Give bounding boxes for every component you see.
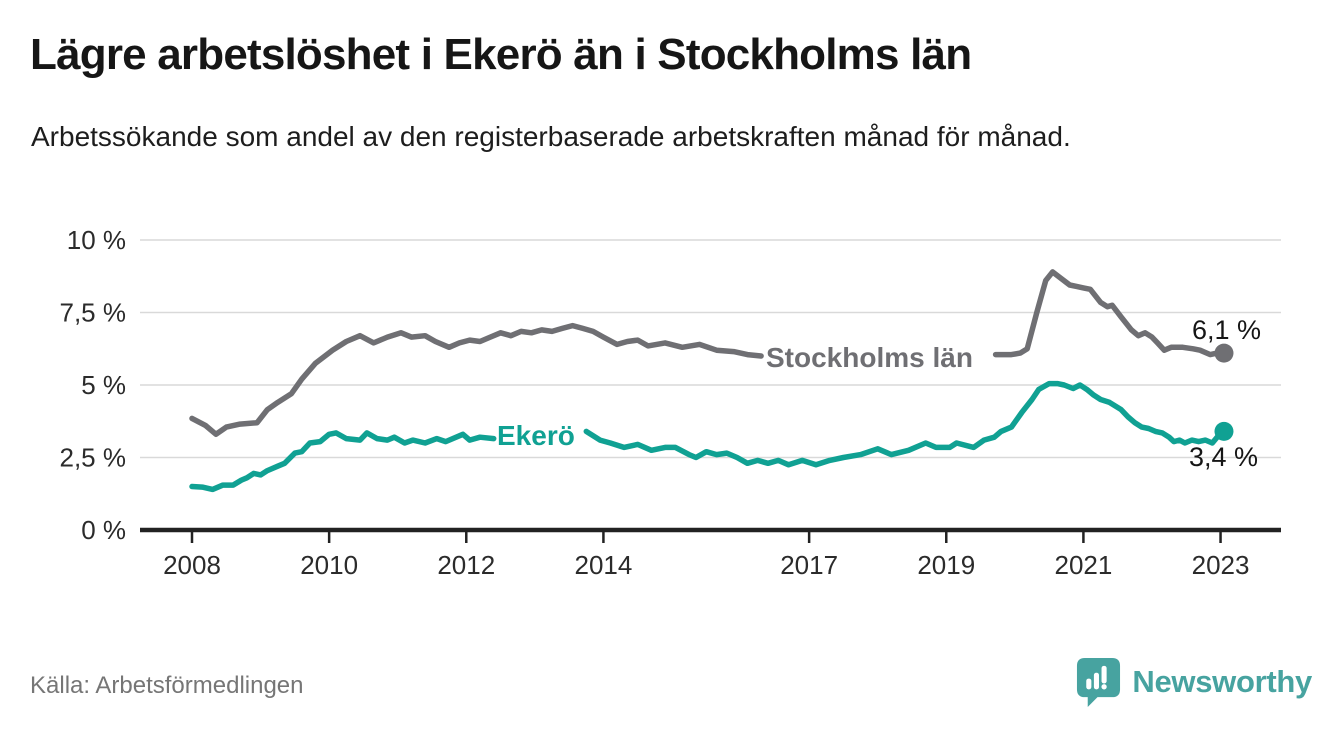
series-line-stockholm xyxy=(189,322,764,438)
end-dot-ekero xyxy=(1214,421,1234,441)
gridlines xyxy=(140,239,1281,459)
y-axis-tick-label: 7,5 % xyxy=(60,298,127,328)
x-axis-tick-label: 2019 xyxy=(917,550,975,580)
y-axis-tick-label: 10 % xyxy=(67,225,126,255)
end-value-ekero: 3,4 % xyxy=(1189,442,1258,472)
end-dot-stockholm xyxy=(1214,343,1234,363)
end-value-stockholm: 6,1 % xyxy=(1192,315,1261,345)
source-note: Källa: Arbetsförmedlingen xyxy=(30,672,304,699)
x-axis-tick-label: 2014 xyxy=(574,550,632,580)
x-axis-tick-label: 2012 xyxy=(437,550,495,580)
series-label-ekero: Ekerö xyxy=(497,420,575,451)
page-subtitle: Arbetssökande som andel av den registerb… xyxy=(31,121,1071,152)
series-line-ekero xyxy=(583,380,1227,468)
speech-bubble-bar-chart-icon xyxy=(1077,658,1121,707)
series-line-ekero xyxy=(189,430,497,493)
x-axis-tick-label: 2023 xyxy=(1192,550,1250,580)
axes: 0 % 2,5 % 5 % 7,5 % 10 % 2008 2010 2012 2014 2017… xyxy=(60,225,1281,580)
page-title: Lägre arbetslöshet i Ekerö än i Stockhol… xyxy=(30,30,972,79)
y-axis-tick-label: 2,5 % xyxy=(60,443,127,473)
y-axis-tick-label: 0 % xyxy=(81,515,126,545)
y-axis-tick-label: 5 % xyxy=(81,370,126,400)
newsworthy-logo: Newsworthy xyxy=(1075,656,1312,708)
newsworthy-wordmark: Newsworthy xyxy=(1132,664,1312,699)
series-line-stockholm xyxy=(992,269,1227,358)
x-axis-tick-label: 2017 xyxy=(780,550,838,580)
x-axis-tick-label: 2021 xyxy=(1054,550,1112,580)
series-lines xyxy=(189,269,1234,493)
series-label-stockholm: Stockholms län xyxy=(766,342,973,373)
x-axis-tick-label: 2010 xyxy=(300,550,358,580)
x-axis-tick-label: 2008 xyxy=(163,550,221,580)
